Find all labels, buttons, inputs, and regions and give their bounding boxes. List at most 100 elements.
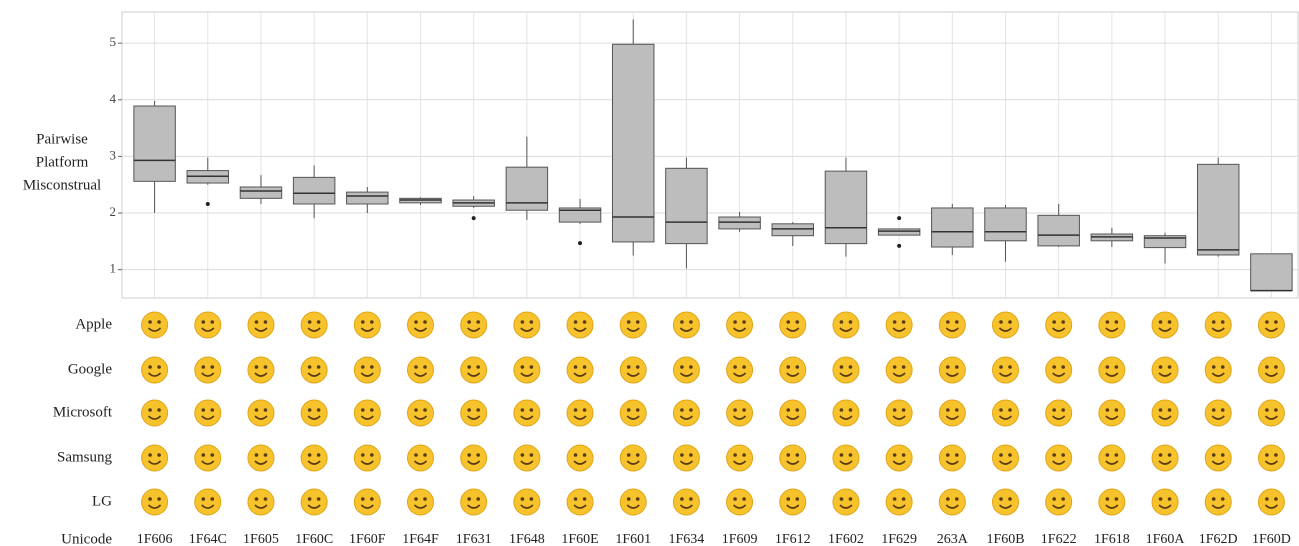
x-tick-label: 1F60B [986, 532, 1024, 546]
emoji-mouth [786, 504, 800, 509]
emoji-eye [1211, 320, 1216, 324]
emoji-face [619, 311, 647, 339]
x-tick-label: 1F634 [669, 532, 705, 546]
emoji-face [1257, 311, 1285, 339]
x-tick-label: 1F622 [1041, 532, 1077, 546]
emoji-eye [1265, 453, 1269, 457]
emoji-face [779, 444, 807, 472]
emoji-mouth [307, 327, 321, 332]
emoji-face [194, 356, 222, 384]
emoji-eye [529, 320, 534, 324]
emoji-mouth [1158, 327, 1172, 332]
emoji-eye [467, 453, 471, 457]
emoji-face [513, 488, 541, 516]
emoji-eye [467, 408, 471, 412]
emoji-mouth [254, 415, 268, 420]
emoji-eye [582, 497, 587, 501]
emoji-mouth [1105, 372, 1119, 377]
emoji-mouth [1052, 415, 1066, 420]
emoji-face [460, 444, 488, 472]
emoji-face [194, 444, 222, 472]
emoji-mouth [626, 327, 640, 332]
emoji-face [992, 444, 1019, 472]
emoji-mouth [733, 327, 747, 332]
emoji-face [779, 488, 807, 516]
emoji-face [885, 356, 913, 384]
emoji-eye [201, 320, 206, 324]
emoji-eye [892, 365, 897, 369]
emoji-eye [1265, 365, 1269, 369]
emoji-mouth [573, 460, 587, 465]
emoji-eye [148, 365, 152, 369]
emoji-eye [370, 365, 374, 369]
emoji-eye [742, 320, 746, 324]
emoji-eye [1052, 365, 1056, 369]
emoji-face [938, 399, 966, 427]
emoji-eye [414, 320, 418, 324]
emoji-face [779, 399, 807, 427]
emoji-face [938, 356, 966, 384]
emoji-face [992, 356, 1019, 384]
emoji-mouth [626, 460, 640, 465]
emoji-eye [1105, 365, 1110, 369]
emoji-mouth [467, 504, 481, 509]
emoji-face [1204, 356, 1232, 384]
emoji-mouth [1105, 415, 1119, 420]
emoji-eye [999, 453, 1003, 457]
emoji-face [885, 488, 913, 516]
emoji-eye [946, 453, 950, 457]
emoji-eye [573, 408, 578, 412]
emoji-eye [370, 408, 374, 412]
emoji-mouth [148, 504, 162, 509]
emoji-mouth [733, 415, 747, 420]
emoji-eye [361, 408, 365, 412]
emoji-mouth [892, 415, 906, 420]
emoji-mouth [786, 460, 800, 465]
emoji-eye [795, 453, 800, 457]
emoji-eye [210, 408, 215, 412]
emoji-face [832, 399, 860, 427]
emoji-eye [680, 497, 684, 501]
emoji-eye [626, 408, 631, 412]
emoji-eye [529, 497, 534, 501]
emoji-face [460, 488, 488, 516]
outlier [471, 216, 476, 221]
emoji-mouth [945, 415, 959, 420]
emoji-eye [423, 365, 427, 369]
emoji-mouth [254, 504, 268, 509]
x-tick-label: 1F60D [1252, 532, 1291, 546]
x-tick-label: 1F631 [456, 532, 492, 546]
emoji-mouth [467, 327, 481, 332]
emoji-eye [361, 320, 365, 324]
emoji-eye [680, 365, 684, 369]
plot-panel [121, 11, 1299, 299]
emoji-face [938, 311, 966, 339]
emoji-mouth [626, 415, 640, 420]
emoji-mouth [998, 504, 1013, 509]
emoji-face [566, 356, 594, 384]
emoji-face [1257, 356, 1285, 384]
emoji-eye [848, 408, 853, 412]
emoji-face [194, 311, 222, 339]
emoji-eye [742, 408, 746, 412]
emoji-eye [786, 365, 791, 369]
y-axis-label: Platform [36, 154, 89, 170]
emoji-eye [626, 453, 631, 457]
emoji-face [726, 444, 754, 472]
emoji-eye [955, 497, 959, 501]
emoji-eye [307, 365, 312, 369]
emoji-eye [210, 320, 215, 324]
outlier [578, 241, 583, 246]
emoji-eye [680, 320, 684, 324]
emoji-face [513, 311, 541, 339]
y-axis-label: Misconstrual [23, 177, 101, 193]
emoji-face [832, 488, 860, 516]
emoji-eye [423, 320, 427, 324]
box [1037, 214, 1080, 247]
x-axis-label: Unicode [61, 531, 112, 546]
emoji-eye [742, 497, 746, 501]
emoji-eye [786, 497, 791, 501]
emoji-mouth [1211, 372, 1225, 377]
y-tick-label: 1 [110, 261, 117, 276]
emoji-mouth [148, 372, 162, 377]
